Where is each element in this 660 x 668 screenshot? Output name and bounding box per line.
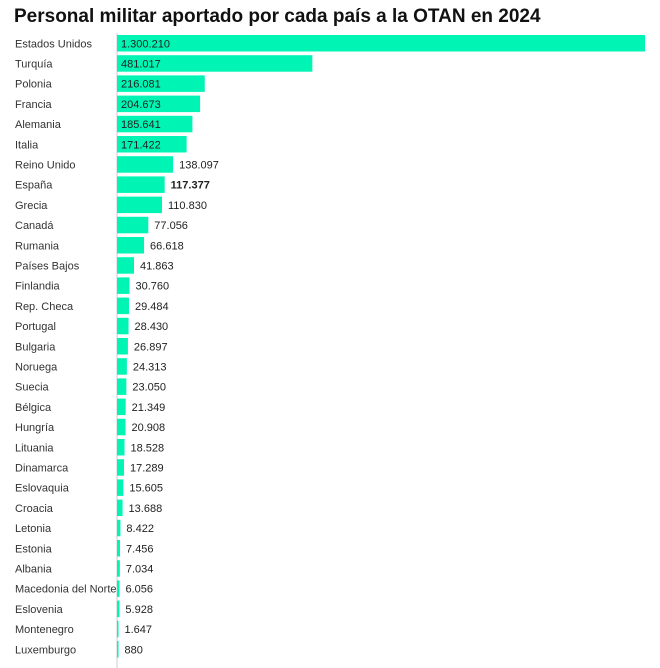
value-label: 5.928 bbox=[125, 604, 153, 616]
category-label: Francia bbox=[15, 99, 53, 111]
category-label: Suecia bbox=[15, 382, 50, 394]
value-label: 30.760 bbox=[135, 281, 169, 293]
category-label: Bulgaria bbox=[15, 341, 56, 353]
category-label: Rumania bbox=[15, 240, 60, 252]
bar-3 bbox=[117, 95, 201, 113]
value-label: 1.300.210 bbox=[121, 38, 170, 50]
category-label: Italia bbox=[15, 139, 39, 151]
value-label: 110.830 bbox=[168, 200, 207, 212]
bar-12 bbox=[117, 277, 130, 294]
bar-24 bbox=[117, 519, 121, 537]
category-label: Estados Unidos bbox=[15, 38, 93, 50]
category-label: Finlandia bbox=[15, 281, 61, 293]
value-label: 24.313 bbox=[133, 361, 167, 373]
bar-2 bbox=[117, 75, 205, 92]
bar-0 bbox=[117, 35, 645, 52]
value-label: 481.017 bbox=[121, 58, 161, 70]
value-label: 8.422 bbox=[126, 523, 154, 535]
bar-25 bbox=[117, 540, 121, 557]
category-label: Macedonia del Norte bbox=[15, 584, 117, 596]
value-label: 17.289 bbox=[130, 462, 164, 474]
value-label: 21.349 bbox=[132, 402, 166, 414]
category-label: España bbox=[15, 180, 53, 192]
value-label: 29.484 bbox=[135, 301, 169, 313]
category-label: Bélgica bbox=[15, 402, 52, 414]
bar-18 bbox=[117, 398, 126, 416]
bar-23 bbox=[117, 499, 123, 517]
value-label: 6.056 bbox=[125, 584, 153, 596]
bar-22 bbox=[117, 479, 124, 496]
value-label: 171.422 bbox=[121, 139, 161, 151]
category-label: Lituania bbox=[15, 442, 54, 454]
category-label: Dinamarca bbox=[15, 462, 69, 474]
bar-7 bbox=[117, 176, 165, 193]
category-label: Reino Unido bbox=[15, 159, 76, 171]
category-label: Luxemburgo bbox=[15, 644, 76, 656]
value-label: 204.673 bbox=[121, 99, 161, 111]
bar-1 bbox=[117, 55, 313, 72]
value-label: 880 bbox=[125, 644, 143, 656]
category-label: Estonia bbox=[15, 543, 53, 555]
value-label: 66.618 bbox=[150, 240, 184, 252]
bar-14 bbox=[117, 317, 129, 335]
bar-5 bbox=[117, 136, 187, 153]
value-label: 216.081 bbox=[121, 79, 161, 91]
category-label: Polonia bbox=[15, 79, 53, 91]
bar-9 bbox=[117, 216, 149, 234]
value-label: 15.605 bbox=[129, 483, 163, 495]
category-label: Montenegro bbox=[15, 624, 74, 636]
value-label: 7.456 bbox=[126, 543, 154, 555]
category-label: Canadá bbox=[15, 220, 54, 232]
value-label: 1.647 bbox=[125, 624, 153, 636]
category-label: Hungría bbox=[15, 422, 55, 434]
bar-4 bbox=[117, 115, 193, 133]
value-label: 138.097 bbox=[179, 159, 219, 171]
bar-27 bbox=[117, 580, 120, 597]
chart-title: Personal militar aportado por cada país … bbox=[14, 6, 541, 27]
value-label: 20.908 bbox=[131, 422, 165, 434]
bar-30 bbox=[117, 641, 119, 658]
bar-13 bbox=[117, 297, 129, 315]
value-label: 18.528 bbox=[131, 442, 165, 454]
value-label: 28.430 bbox=[135, 321, 169, 333]
category-label: Alemania bbox=[15, 119, 62, 131]
value-label: 7.034 bbox=[126, 563, 154, 575]
bar-15 bbox=[117, 338, 128, 355]
bar-11 bbox=[117, 257, 135, 274]
value-label: 77.056 bbox=[154, 220, 188, 232]
category-label: Albania bbox=[15, 563, 53, 575]
value-label: 185.641 bbox=[121, 119, 161, 131]
category-label: Grecia bbox=[15, 200, 48, 212]
bar-20 bbox=[117, 439, 125, 456]
bar-26 bbox=[117, 560, 120, 577]
category-label: Rep. Checa bbox=[15, 301, 74, 313]
bar-19 bbox=[117, 418, 126, 436]
bar-10 bbox=[117, 237, 145, 254]
bar-21 bbox=[117, 459, 125, 476]
value-label: 41.863 bbox=[140, 260, 174, 272]
category-label: Eslovenia bbox=[15, 604, 64, 616]
category-label: Eslovaquia bbox=[15, 483, 70, 495]
value-label: 26.897 bbox=[134, 341, 168, 353]
value-label: 23.050 bbox=[132, 382, 166, 394]
bar-6 bbox=[117, 156, 174, 173]
category-label: Países Bajos bbox=[15, 260, 80, 272]
bar-17 bbox=[117, 378, 127, 395]
bar-16 bbox=[117, 358, 127, 375]
category-label: Noruega bbox=[15, 361, 58, 373]
category-label: Turquía bbox=[15, 58, 53, 70]
category-label: Letonia bbox=[15, 523, 52, 535]
category-label: Croacia bbox=[15, 503, 54, 515]
category-label: Portugal bbox=[15, 321, 56, 333]
bar-8 bbox=[117, 196, 163, 214]
bar-28 bbox=[117, 600, 120, 618]
value-label: 13.688 bbox=[129, 503, 163, 515]
value-label: 117.377 bbox=[171, 180, 210, 192]
bar-29 bbox=[117, 620, 119, 638]
